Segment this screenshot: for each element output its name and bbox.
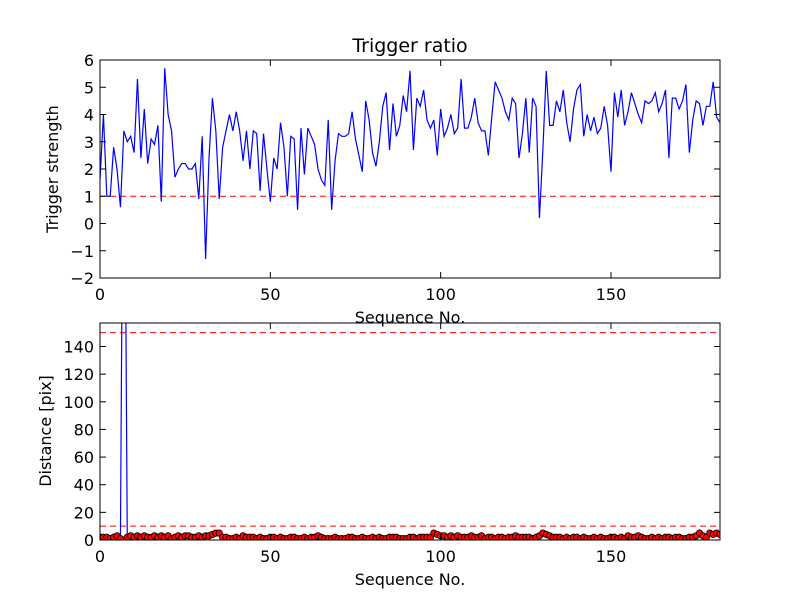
y-axis-label: Trigger strength xyxy=(43,105,62,234)
chart-title: Trigger ratio xyxy=(351,35,467,57)
y-tick-label: 20 xyxy=(74,503,94,522)
data-point xyxy=(116,535,125,540)
distance-axes-frame xyxy=(99,322,721,541)
x-tick-label: 150 xyxy=(596,285,627,304)
y-tick-label: 6 xyxy=(84,51,94,70)
trigger-ticks: 0 50 100 150 −2 −1 0 1 2 3 4 5 6 xyxy=(70,51,720,304)
x-axis-label: Sequence No. xyxy=(355,570,466,589)
y-tick-label: 60 xyxy=(74,448,94,467)
y-tick-label: 140 xyxy=(63,337,94,356)
y-tick-label: −2 xyxy=(70,269,94,288)
y-tick-label: 100 xyxy=(63,393,94,412)
y-tick-label: 4 xyxy=(84,106,94,125)
y-tick-label: 0 xyxy=(84,531,94,550)
y-tick-label: 80 xyxy=(74,420,94,439)
distance-panel: 0 50 100 150 0 20 40 60 80 100 120 140 Sequence No.… xyxy=(36,322,721,589)
y-tick-label: 0 xyxy=(84,215,94,234)
x-tick-label: 50 xyxy=(260,547,280,566)
y-tick-label: 3 xyxy=(84,133,94,152)
x-tick-label: 0 xyxy=(95,285,105,304)
y-axis-label: Distance [pix] xyxy=(36,375,55,487)
y-tick-label: 1 xyxy=(84,187,94,206)
x-tick-label: 100 xyxy=(425,547,456,566)
trigger-ratio-panel: 0 50 100 150 −2 −1 0 1 2 3 4 5 6 Trigger ratio Seque… xyxy=(43,35,721,327)
y-tick-label: 40 xyxy=(74,476,94,495)
y-tick-label: 5 xyxy=(84,78,94,97)
x-tick-label: 50 xyxy=(260,285,280,304)
x-tick-label: 150 xyxy=(596,547,627,566)
y-tick-label: −1 xyxy=(70,242,94,261)
distance-ticks: 0 50 100 150 0 20 40 60 80 100 120 140 xyxy=(63,323,720,566)
y-tick-label: 120 xyxy=(63,365,94,384)
trigger-plot-area xyxy=(100,68,720,259)
distance-plot-area xyxy=(100,323,720,540)
x-tick-label: 100 xyxy=(425,285,456,304)
y-tick-label: 2 xyxy=(84,160,94,179)
series-line xyxy=(100,68,720,259)
x-tick-label: 0 xyxy=(95,547,105,566)
x-axis-label: Sequence No. xyxy=(355,308,466,327)
